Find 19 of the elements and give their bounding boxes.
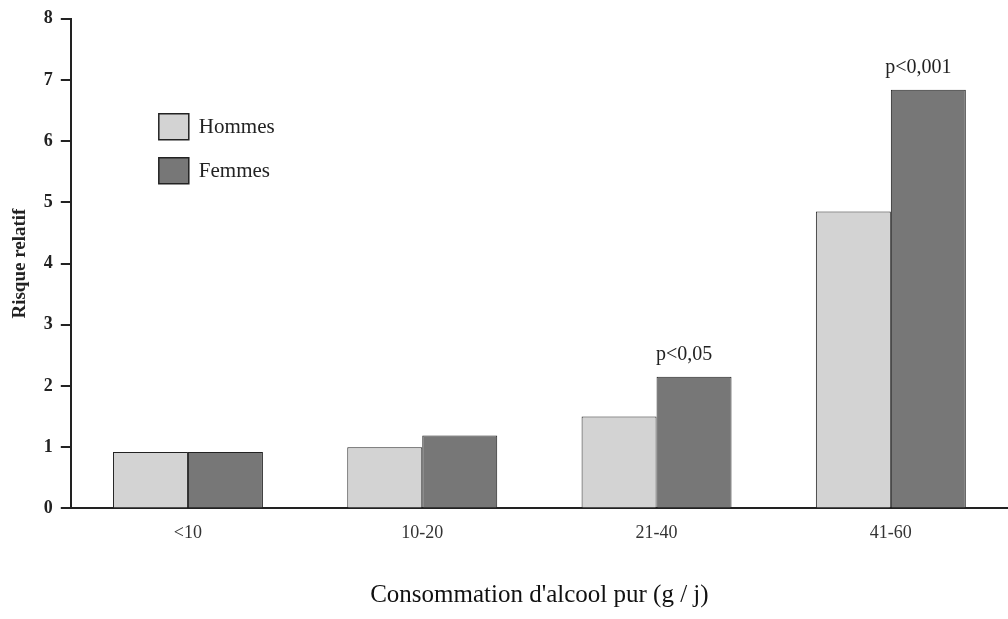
annotation: p<0,05 (655, 342, 713, 366)
y-tick-label: 6 (43, 129, 53, 150)
annotation: p<0,001 (885, 55, 952, 79)
x-tick-label: 41-60 (869, 521, 912, 542)
y-tick-label: 1 (43, 435, 53, 456)
y-tick-label: 2 (43, 374, 53, 395)
y-axis-title: Risque relatif (8, 207, 30, 319)
x-tick-label: 10-20 (401, 521, 444, 542)
y-tick-label: 5 (43, 191, 53, 212)
y-tick-label: 4 (43, 252, 53, 273)
y-tick-label: 0 (43, 497, 53, 518)
legend-label: Hommes (198, 114, 275, 139)
legend-label: Femmes (198, 158, 270, 183)
y-tick-label: 7 (43, 68, 53, 89)
y-tick-label: 8 (43, 7, 53, 28)
y-tick-label: 3 (43, 313, 53, 334)
x-axis-title: Consommation d'alcool pur (g / j) (370, 579, 709, 608)
x-tick-label: 21-40 (635, 521, 678, 542)
x-tick-label: <10 (173, 521, 203, 542)
